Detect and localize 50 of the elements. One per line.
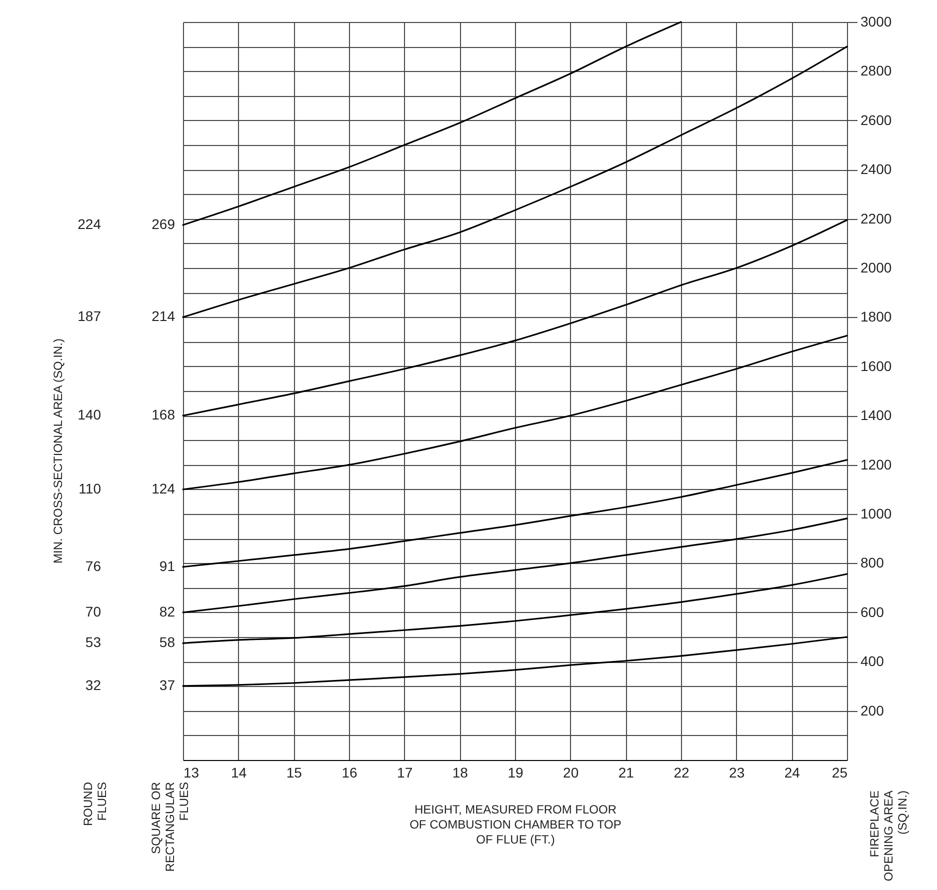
x-tick-label: 13 [184, 764, 200, 780]
x-tick-label: 18 [452, 764, 468, 780]
series-label: 82 [159, 603, 176, 620]
x-tick-label: 15 [286, 764, 302, 780]
y2-tick-label: 2200 [860, 210, 892, 226]
x-tick-label: 14 [231, 764, 247, 780]
series-label: 269 [152, 216, 176, 232]
text: 224 [78, 216, 102, 232]
x-tick-label: 21 [618, 764, 634, 780]
line-series [182, 21, 682, 226]
y2-tick-label: 1000 [860, 506, 892, 522]
text: 70 [85, 603, 102, 620]
text: 32 [85, 676, 102, 693]
y2-tick-label: 1800 [860, 308, 892, 325]
series-label: 37 [159, 676, 176, 693]
text: 187 [78, 308, 102, 324]
text: SQUARE OR RECTANGULAR FLUES [149, 782, 191, 872]
y2-tick-label: 1600 [860, 358, 892, 374]
text: MIN. CROSS-SECTIONAL AREA (SQ.IN.) [51, 338, 65, 564]
x-tick-label: 19 [508, 764, 524, 780]
x-tick-label: 25 [832, 764, 848, 780]
series-label: 91 [159, 558, 176, 574]
series-label: 58 [159, 634, 176, 650]
y2-tick-label: 2600 [860, 112, 892, 128]
y2-tick-label: 2000 [860, 260, 892, 276]
x-tick-label: 20 [563, 764, 579, 780]
y2-tick-label: 400 [860, 653, 884, 670]
series-label: 124 [152, 480, 176, 496]
x-tick-label: 23 [729, 764, 745, 780]
y2-tick-label: 2800 [860, 62, 892, 79]
y2-tick-label: 800 [860, 554, 884, 571]
text: 53 [85, 634, 102, 650]
y2-tick-label: 1400 [860, 407, 892, 424]
y2-tick-label: 1200 [860, 456, 892, 472]
y2-axis-title: FIREPLACE OPENING AREA (SQ.IN.) [868, 790, 910, 882]
series-label: 168 [152, 406, 176, 423]
y2-tick-label: 200 [860, 702, 884, 718]
text: ROUND FLUES [81, 782, 109, 826]
x-tick-label: 24 [784, 764, 800, 780]
y2-tick-label: 600 [860, 604, 884, 620]
text: 110 [78, 480, 102, 496]
y2-tick-label: 2400 [860, 161, 892, 178]
x-tick-label: 17 [397, 764, 413, 780]
x-tick-label: 16 [342, 764, 358, 780]
series-label: 214 [152, 308, 176, 324]
text: 140 [78, 406, 102, 423]
x-tick-label: 22 [674, 764, 690, 780]
text: 76 [85, 558, 102, 574]
y2-tick-label: 3000 [860, 14, 892, 30]
x-axis-title: HEIGHT, MEASURED FROM FLOOR OF COMBUSTION CHAMBER TO TOP OF FLUE (FT.) [410, 802, 622, 846]
